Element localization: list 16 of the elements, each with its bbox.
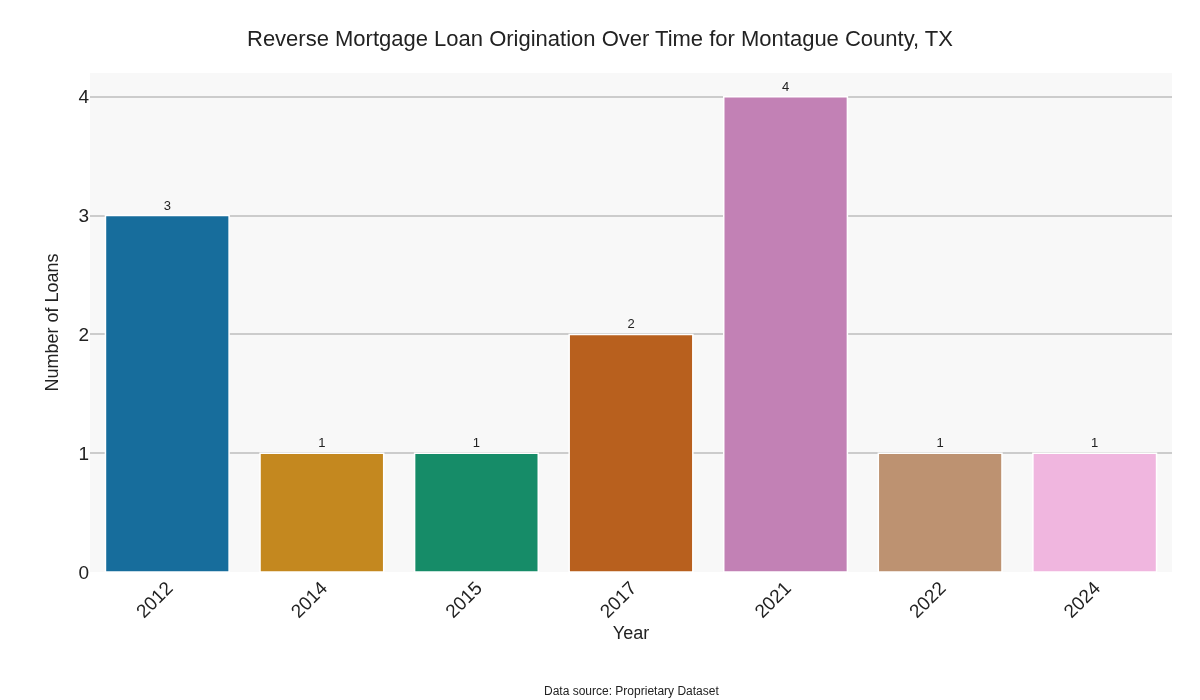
y-axis-title: Number of Loans xyxy=(41,253,62,392)
data-label: 1 xyxy=(936,435,944,451)
y-tick-label: 2 xyxy=(78,324,89,346)
chart-title: Reverse Mortgage Loan Origination Over Time for Montague County, TX xyxy=(247,26,954,52)
data-label: 3 xyxy=(163,197,171,213)
data-label: 2 xyxy=(627,316,635,332)
y-tick-label: 4 xyxy=(78,86,90,108)
data-label: 1 xyxy=(318,435,326,451)
data-label: 1 xyxy=(1091,435,1099,451)
data-label: 4 xyxy=(781,78,790,94)
source-note: Data source: Proprietary Dataset xyxy=(544,684,720,698)
data-label: 1 xyxy=(472,435,481,451)
y-tick-label: 3 xyxy=(78,205,89,227)
y-tick-label: 1 xyxy=(78,442,89,464)
y-tick-label: 0 xyxy=(78,561,89,583)
x-axis-title: Year xyxy=(612,623,650,644)
